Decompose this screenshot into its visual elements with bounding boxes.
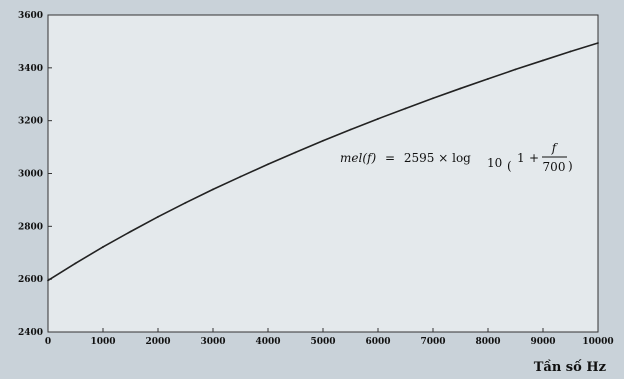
x-axis: 0 1000 2000 3000 4000 5000 6000 7000 8000 9000 100… [45, 328, 614, 347]
x-tick-label: 9000 [530, 337, 555, 347]
x-tick-label: 0 [45, 337, 51, 347]
data-point [102, 246, 104, 248]
data-point [349, 128, 352, 131]
data-points [47, 42, 599, 282]
y-tick-label: 3200 [18, 117, 43, 127]
formula-one: 1 [517, 151, 525, 165]
data-point [267, 163, 269, 166]
data-point [74, 262, 77, 265]
data-point [294, 151, 297, 154]
x-tick-label: 3000 [200, 337, 225, 347]
data-point [404, 107, 407, 110]
y-axis: 2400 2600 2800 3000 3200 3400 3600 [18, 11, 52, 338]
x-tick-label: 7000 [420, 337, 445, 347]
x-tick-label: 10000 [582, 337, 613, 347]
svg-text:mel(f) = 2595: mel(f) = 2595 × log [340, 151, 471, 165]
formula-annotation: mel(f) = 2595 × log 10 ( 1 + f 700 ) [340, 141, 573, 174]
data-point [569, 50, 572, 53]
formula-log-base: 10 [487, 156, 502, 170]
x-tick-label: 1000 [90, 337, 115, 347]
formula-log: log [452, 151, 471, 165]
formula-plus: + [529, 151, 539, 165]
y-tick-label: 3600 [18, 11, 43, 21]
formula-paren-left: ( [507, 159, 512, 173]
data-point [542, 59, 544, 62]
y-tick-label: 2600 [18, 275, 43, 285]
formula-denominator: 700 [543, 160, 566, 174]
x-tick-label: 5000 [310, 337, 335, 347]
data-point [322, 139, 324, 142]
formula-coef: 2595 [404, 151, 435, 165]
data-point [459, 87, 462, 90]
data-point [157, 215, 159, 218]
y-tick-label: 2400 [18, 328, 43, 338]
data-point [432, 97, 434, 100]
formula-times: × [438, 151, 448, 165]
data-point [184, 201, 187, 204]
formula-numerator: f [551, 141, 559, 155]
plot-area [47, 14, 599, 333]
data-point [239, 175, 242, 178]
x-tick-label: 8000 [475, 337, 500, 347]
formula-paren-right: ) [568, 159, 573, 173]
data-point [212, 188, 214, 191]
x-tick-label: 4000 [255, 337, 280, 347]
data-point [487, 78, 489, 80]
data-point [47, 279, 49, 282]
data-point [129, 230, 132, 233]
formula-equals: = [385, 151, 395, 165]
x-tick-label: 6000 [365, 337, 390, 347]
x-tick-label: 2000 [145, 337, 170, 347]
y-tick-label: 3400 [18, 64, 43, 74]
formula-lhs: mel(f) [340, 151, 376, 165]
data-point [377, 117, 379, 120]
y-tick-label: 2800 [18, 222, 43, 232]
y-tick-label: 3000 [18, 170, 43, 180]
x-axis-title: Tần số Hz [534, 359, 606, 375]
data-point [514, 68, 517, 71]
data-point [597, 42, 599, 44]
